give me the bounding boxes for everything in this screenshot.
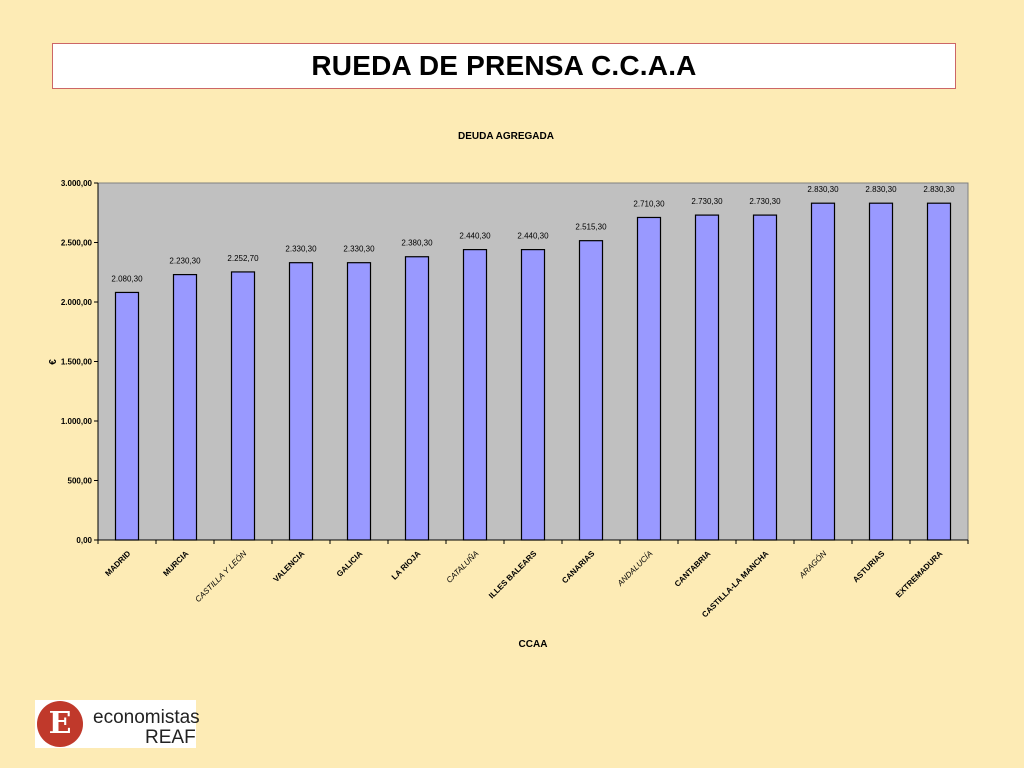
y-tick-label: 3.000,00 (61, 179, 93, 188)
bar (636, 216, 662, 541)
chart-title: DEUDA AGREGADA (458, 131, 554, 142)
bar (694, 214, 720, 541)
category-label: MURCIA (161, 549, 190, 578)
category-label: ILLES BALEARS (487, 549, 539, 601)
category-label: MADRID (103, 549, 132, 578)
bar (172, 273, 198, 541)
bar-value-label: 2.710,30 (633, 199, 665, 208)
bar-value-label: 2.252,70 (227, 254, 259, 263)
bar-value-label: 2.330,30 (285, 245, 317, 254)
category-label: GALICIA (335, 549, 365, 579)
category-label: ARAGÓN (797, 549, 829, 581)
bar-value-label: 2.515,30 (575, 223, 607, 232)
bar-value-label: 2.230,30 (169, 257, 201, 266)
y-tick-label: 2.500,00 (61, 239, 93, 248)
category-label: CANARIAS (560, 549, 597, 586)
bar-value-label: 2.440,30 (517, 232, 549, 241)
bar-value-label: 2.830,30 (923, 185, 955, 194)
bar (230, 271, 256, 541)
bar-value-label: 2.830,30 (807, 185, 839, 194)
category-label: ANDALUCÍA (615, 549, 654, 588)
category-label: EXTREMADURA (894, 549, 945, 600)
bar (346, 262, 372, 541)
y-axis-label: € (48, 359, 59, 365)
title-box: RUEDA DE PRENSA C.C.A.A (52, 43, 956, 89)
logo-emblem-icon: E (37, 701, 83, 747)
category-label: VALENCIA (272, 549, 307, 584)
bar-value-label: 2.830,30 (865, 185, 897, 194)
category-label: CASTILLA-LA MANCHA (700, 549, 770, 619)
economistas-reaf-logo: E economistas REAF (35, 700, 200, 748)
bar (462, 249, 488, 541)
bar (520, 249, 546, 541)
logo-text-line2: REAF (145, 727, 196, 748)
x-axis-label: CCAA (519, 639, 548, 650)
bar-value-label: 2.380,30 (401, 239, 433, 248)
bar-value-label: 2.730,30 (749, 197, 781, 206)
bar (288, 262, 314, 541)
logo-text-line1: economistas (93, 707, 200, 728)
bar (810, 202, 836, 541)
category-label: CASTILLA Y LEÓN (193, 549, 248, 604)
category-label: LA RIOJA (390, 549, 423, 582)
bar-chart: DEUDA AGREGADA 0,00 500,00 1.000,00 1.500,0… (48, 131, 969, 650)
y-tick-label: 1.000,00 (61, 417, 93, 426)
page-title: RUEDA DE PRENSA C.C.A.A (311, 50, 697, 81)
y-tick-label: 1.500,00 (61, 358, 93, 367)
category-label: ASTURIAS (851, 549, 887, 585)
bar (868, 202, 894, 541)
bar-value-label: 2.080,30 (111, 274, 143, 283)
category-label: CANTABRIA (673, 549, 713, 589)
bar-value-label: 2.730,30 (691, 197, 723, 206)
bar (404, 256, 430, 541)
y-tick-label: 0,00 (76, 536, 92, 545)
y-tick-label: 500,00 (68, 477, 93, 486)
bar-value-label: 2.440,30 (459, 232, 491, 241)
bar (926, 202, 952, 541)
y-tick-label: 2.000,00 (61, 298, 93, 307)
bar-value-label: 2.330,30 (343, 245, 375, 254)
bar (114, 291, 140, 541)
bar (578, 240, 604, 541)
bar (752, 214, 778, 541)
category-label: CATALUÑA (445, 549, 481, 585)
